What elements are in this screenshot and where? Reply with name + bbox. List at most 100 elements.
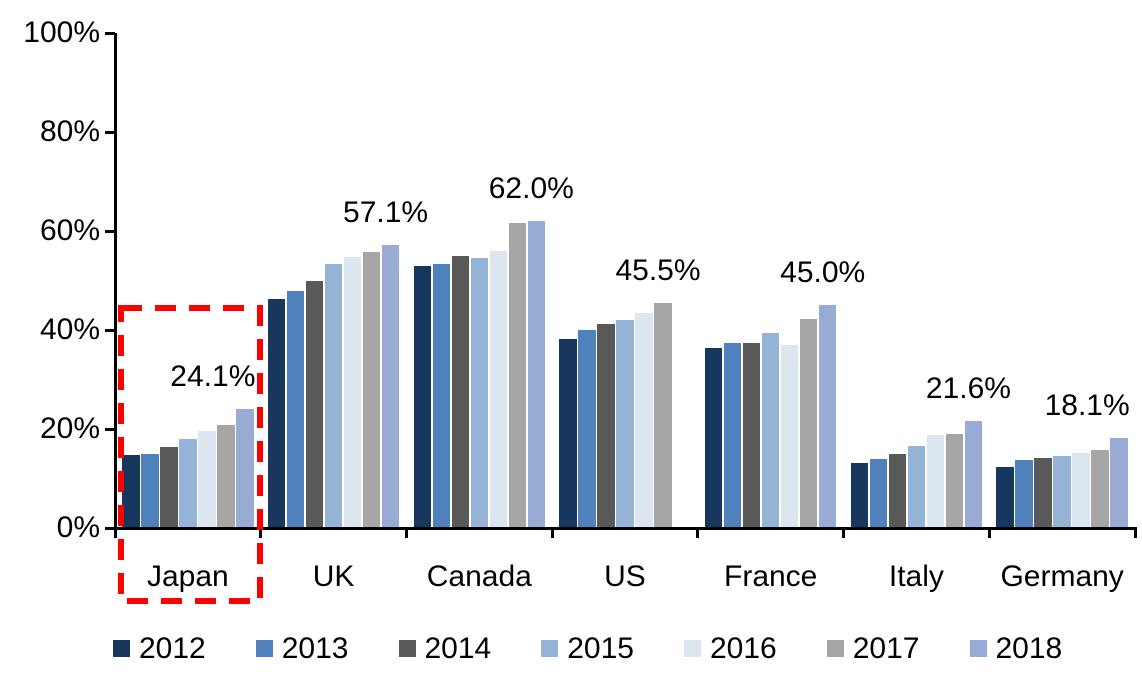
bar-germany-2018: [1110, 438, 1128, 528]
bar-uk-2015: [324, 264, 343, 528]
x-tick-5: [842, 528, 846, 538]
x-axis-label-italy: Italy: [888, 560, 944, 593]
data-label-italy: 21.6%: [925, 372, 1011, 406]
legend-label-2017: 2017: [852, 632, 920, 665]
y-axis-label-80%: 80%: [39, 115, 100, 148]
y-tick-20%: [105, 427, 115, 431]
bar-germany-2014: [1034, 458, 1052, 528]
bar-france-2013: [723, 343, 742, 528]
legend: 2012 2013 2014 2015 2016 2017 2018: [113, 633, 1062, 665]
y-axis-label-60%: 60%: [39, 214, 100, 247]
data-label-germany: 18.1%: [1044, 389, 1130, 423]
legend-swatch-2012: [113, 640, 130, 657]
bar-uk-2012: [267, 298, 286, 528]
bar-italy-2013: [869, 459, 888, 528]
bar-germany-2017: [1091, 450, 1109, 528]
bar-us-2013: [578, 330, 596, 528]
bar-france-2015: [761, 333, 780, 528]
data-label-uk: 57.1%: [343, 196, 429, 230]
data-label-japan: 24.1%: [170, 359, 256, 393]
x-axis-label-france: France: [724, 560, 818, 593]
bar-canada-2012: [413, 266, 432, 528]
bar-uk-2014: [305, 280, 324, 528]
bar-canada-2017: [508, 223, 527, 528]
bar-italy-2015: [907, 445, 926, 528]
x-axis-label-japan: Japan: [146, 560, 229, 593]
x-tick-7: [1133, 528, 1137, 538]
x-tick-0: [113, 528, 117, 538]
bar-germany-2015: [1053, 456, 1071, 528]
y-tick-0%: [105, 526, 115, 530]
y-axis-label-20%: 20%: [39, 412, 100, 445]
legend-label-2015: 2015: [567, 632, 634, 665]
data-label-us: 45.5%: [615, 253, 701, 287]
x-axis-label-germany: Germany: [1000, 560, 1124, 593]
bar-italy-2017: [945, 434, 964, 528]
legend-item-2017: 2017: [826, 632, 920, 665]
x-tick-1: [259, 528, 263, 538]
bar-france-2014: [742, 343, 761, 528]
legend-label-2014: 2014: [424, 632, 492, 665]
bar-germany-2012: [996, 466, 1014, 528]
bar-france-2018: [818, 305, 837, 528]
data-label-france: 45.0%: [780, 256, 866, 290]
bar-japan-2015: [179, 439, 197, 528]
bar-france-2017: [799, 319, 818, 528]
x-axis-label-uk: UK: [312, 560, 355, 593]
legend-swatch-2018: [969, 640, 987, 657]
bar-us-2015: [616, 320, 634, 528]
bar-uk-2016: [343, 256, 362, 528]
bar-japan-2014: [160, 447, 178, 528]
bar-canada-2015: [470, 257, 489, 528]
legend-label-2018: 2018: [995, 632, 1063, 665]
y-tick-40%: [105, 328, 115, 332]
x-tick-4: [696, 528, 700, 538]
bar-germany-2013: [1015, 460, 1033, 528]
bar-uk-2018: [381, 245, 400, 528]
bar-japan-2012: [122, 455, 140, 528]
legend-item-2018: 2018: [969, 632, 1063, 665]
data-label-canada: 62.0%: [488, 172, 574, 206]
bar-japan-2016: [198, 430, 216, 528]
legend-swatch-2017: [826, 640, 844, 657]
bar-italy-2018: [964, 421, 983, 528]
legend-label-2016: 2016: [710, 632, 777, 665]
x-axis-label-canada: Canada: [426, 560, 532, 593]
bar-italy-2016: [926, 435, 945, 528]
bar-italy-2012: [850, 463, 869, 528]
bar-us-2016: [635, 312, 653, 528]
y-axis-line: [113, 33, 117, 530]
bar-france-2016: [780, 344, 799, 528]
legend-item-2013: 2013: [255, 632, 349, 665]
bar-germany-2016: [1072, 453, 1090, 528]
bar-us-2012: [559, 339, 577, 528]
bar-japan-2018: [236, 408, 254, 528]
x-tick-6: [987, 528, 991, 538]
bar-uk-2013: [286, 290, 305, 528]
bar-uk-2017: [362, 252, 381, 528]
bar-canada-2014: [451, 256, 470, 528]
bar-italy-2014: [888, 453, 907, 528]
legend-label-2012: 2012: [139, 632, 206, 665]
x-tick-3: [550, 528, 554, 538]
legend-item-2015: 2015: [541, 633, 634, 665]
y-tick-60%: [105, 229, 115, 233]
legend-swatch-2014: [398, 640, 416, 657]
bar-us-2017: [654, 302, 672, 528]
legend-label-2013: 2013: [281, 632, 349, 665]
x-axis-label-us: US: [604, 560, 646, 593]
x-tick-2: [404, 528, 408, 538]
bar-us-2014: [597, 324, 615, 528]
bar-canada-2018: [527, 221, 546, 528]
legend-swatch-2013: [255, 640, 273, 657]
legend-swatch-2016: [684, 640, 701, 657]
y-axis-label-40%: 40%: [39, 313, 100, 346]
bar-canada-2013: [432, 264, 451, 528]
legend-item-2016: 2016: [684, 633, 777, 665]
legend-item-2012: 2012: [113, 633, 206, 665]
x-axis-line: [113, 526, 1137, 530]
bar-japan-2017: [217, 424, 235, 528]
y-axis-label-0%: 0%: [56, 511, 100, 544]
y-tick-100%: [105, 31, 115, 35]
